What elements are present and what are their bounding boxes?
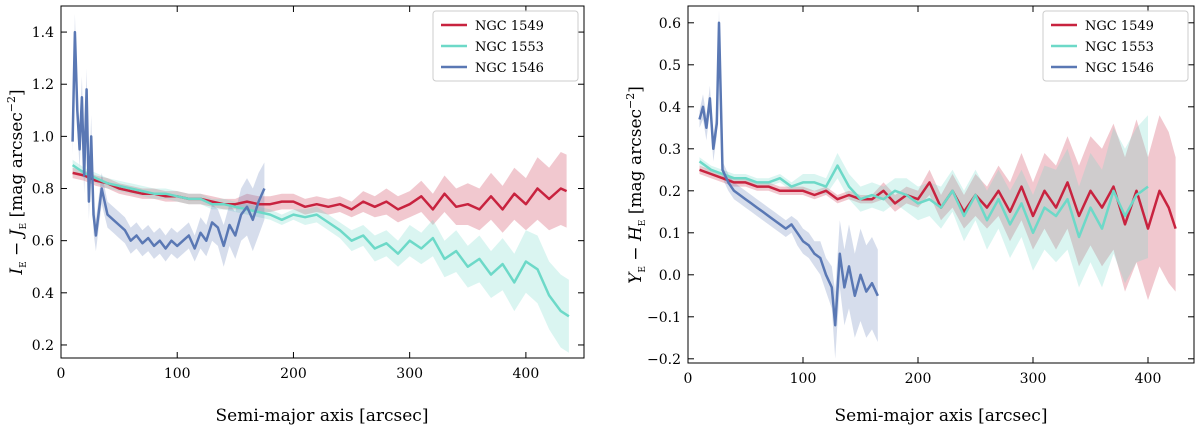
y-axis-label: IE − JE [mag arcsec−2] — [5, 89, 29, 275]
y-tick-label: 0.0 — [659, 268, 681, 284]
plot-area — [71, 13, 570, 353]
legend: NGC 1549 NGC 1553 NGC 1546 — [432, 10, 579, 82]
y-axis-label-minus: − — [7, 236, 27, 261]
y-tick-label: 0.6 — [659, 16, 681, 32]
legend-entry: NGC 1553 — [1085, 40, 1154, 55]
y-axis-label-units: [mag arcsec — [626, 109, 646, 220]
y-tick-label: −0.2 — [647, 352, 681, 368]
y-tick-label: 0.4 — [32, 286, 54, 302]
y-tick-label: 1.4 — [32, 25, 54, 41]
x-tick-label: 300 — [1020, 371, 1047, 387]
y-tick-label: 0.1 — [659, 226, 681, 242]
legend-entry: NGC 1546 — [475, 61, 544, 76]
y-axis-label-minus: − — [626, 241, 646, 266]
y-axis-label-close: ] — [626, 86, 646, 93]
y-tick-label: 1.2 — [32, 77, 54, 93]
x-tick-label: 200 — [280, 366, 307, 382]
y-axis-label-v2: J — [7, 228, 27, 239]
y-axis-label-sub1: E — [19, 261, 29, 268]
y-tick-label: 1.0 — [32, 129, 54, 145]
y-tick-label: 0.5 — [659, 58, 681, 74]
series-line-ngc-1553 — [698, 160, 1149, 239]
x-tick-label: 100 — [790, 371, 817, 387]
x-axis-label: Semi-major axis [arcsec] — [835, 406, 1048, 426]
y-axis-label-sub1: E — [638, 266, 648, 273]
y-axis-label-exp: −2 — [5, 96, 18, 112]
panel-left: 0 100 200 300 400 0.2 0.4 0.6 0.8 1.0 1.2 1.4 Semi-m… — [5, 5, 585, 426]
series-line-ngc-1553 — [71, 164, 570, 318]
series-line-ngc-1546 — [698, 21, 879, 327]
x-tick-label: 200 — [905, 371, 932, 387]
y-axis-label-units: [mag arcsec — [7, 112, 27, 223]
legend-entry: NGC 1553 — [475, 40, 544, 55]
y-axis-label-v1: I — [7, 268, 27, 276]
y-axis-label: YE − HE [mag arcsec−2] — [624, 86, 648, 284]
uncertainty-band-ngc-1546 — [699, 10, 878, 359]
legend-entry: NGC 1549 — [475, 19, 544, 34]
uncertainty-band-ngc-1549 — [699, 115, 1176, 300]
y-axis-label-sub2: E — [19, 223, 29, 230]
x-tick-label: 300 — [396, 366, 423, 382]
x-tick-label: 100 — [164, 366, 191, 382]
y-axis-label-close: ] — [7, 89, 27, 96]
y-tick-label: 0.4 — [659, 100, 681, 116]
x-tick-label: 0 — [684, 371, 693, 387]
y-tick-label: 0.2 — [659, 184, 681, 200]
y-axis-label-sub2: E — [638, 220, 648, 227]
uncertainty-band-ngc-1553 — [72, 159, 569, 353]
panel-right: 0 100 200 300 400 −0.2 −0.1 0.0 0.1 0.2 0.3 0.4 0.5 0… — [624, 5, 1195, 426]
legend: NGC 1549 NGC 1553 NGC 1546 — [1042, 10, 1189, 82]
legend-entry: NGC 1546 — [1085, 61, 1154, 76]
x-tick-label: 400 — [1135, 371, 1162, 387]
y-tick-label: 0.8 — [32, 182, 54, 198]
legend-box — [1042, 10, 1189, 82]
x-tick-label: 0 — [57, 366, 66, 382]
axes-frame — [60, 5, 585, 359]
legend-entry: NGC 1549 — [1085, 19, 1154, 34]
y-tick-label: 0.3 — [659, 142, 681, 158]
legend-box — [432, 10, 579, 82]
y-tick-label: 0.6 — [32, 234, 54, 250]
y-axis-label-v2: H — [626, 225, 646, 242]
x-axis-label: Semi-major axis [arcsec] — [216, 406, 429, 426]
y-axis-label-exp: −2 — [624, 93, 637, 109]
series-line-ngc-1546 — [71, 30, 266, 250]
uncertainty-band-ngc-1549 — [72, 152, 567, 233]
y-tick-label: 0.2 — [32, 338, 54, 354]
y-axis-label-v1: Y — [626, 271, 646, 284]
y-tick-label: −0.1 — [647, 310, 681, 326]
plot-area — [698, 10, 1177, 359]
x-tick-label: 400 — [513, 366, 540, 382]
axes-frame — [687, 5, 1195, 364]
